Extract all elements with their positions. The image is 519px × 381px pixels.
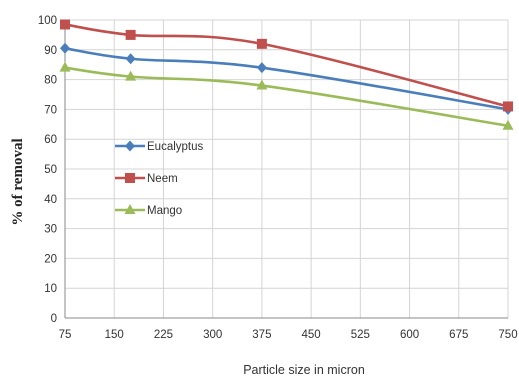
data-point-eucalyptus (256, 62, 267, 74)
data-point-neem (60, 19, 70, 30)
axes: 0 10 20 30 40 50 60 70 80 90 100 75 150 225 300 375 450 5… (38, 15, 518, 341)
data-point-mango (502, 119, 514, 130)
y-axis-label: % of removal (10, 138, 26, 225)
legend-label-eucalyptus: Eucalyptus (147, 141, 204, 153)
y-tick-label: 70 (44, 104, 57, 116)
y-tick-label: 90 (44, 45, 57, 57)
y-tick-label: 50 (44, 164, 57, 176)
legend-label-mango: Mango (147, 205, 182, 217)
x-tick-label: 450 (302, 329, 321, 341)
x-tick-label: 150 (105, 329, 124, 341)
data-point-mango (125, 70, 137, 81)
x-tick-label: 600 (400, 329, 419, 341)
x-axis-label: Particle size in micron (243, 363, 365, 377)
x-tick-label: 675 (449, 329, 468, 341)
y-tick-label: 80 (44, 75, 57, 87)
x-tick-label: 75 (59, 329, 72, 341)
x-tick-label: 750 (498, 329, 517, 341)
y-tick-label: 20 (44, 253, 57, 265)
data-point-mango (59, 61, 71, 72)
data-point-eucalyptus (125, 53, 136, 65)
data-point-mango (256, 79, 268, 90)
y-tick-label: 30 (44, 224, 57, 236)
x-tick-label: 375 (252, 329, 271, 341)
y-tick-label: 40 (44, 194, 57, 206)
legend-label-neem: Neem (147, 173, 178, 185)
y-tick-label: 0 (51, 313, 57, 325)
y-tick-label: 60 (44, 134, 57, 146)
legend-marker-eucalyptus (125, 140, 135, 152)
legend: Eucalyptus Neem Mango (115, 140, 204, 217)
data-point-neem (503, 101, 513, 112)
y-tick-label: 100 (38, 15, 57, 27)
series-line-mango (64, 66, 509, 128)
data-point-neem (256, 38, 267, 49)
legend-marker-mango (124, 204, 136, 214)
x-tick-label: 225 (154, 329, 173, 341)
grid (64, 19, 509, 319)
legend-marker-neem (125, 173, 135, 183)
series-line-eucalyptus (64, 47, 509, 111)
series (59, 19, 514, 130)
series-line-neem (64, 23, 509, 108)
x-tick-label: 525 (351, 329, 370, 341)
y-tick-label: 10 (44, 283, 57, 295)
x-tick-label: 300 (203, 329, 222, 341)
data-point-neem (125, 29, 136, 40)
data-point-eucalyptus (60, 42, 70, 54)
